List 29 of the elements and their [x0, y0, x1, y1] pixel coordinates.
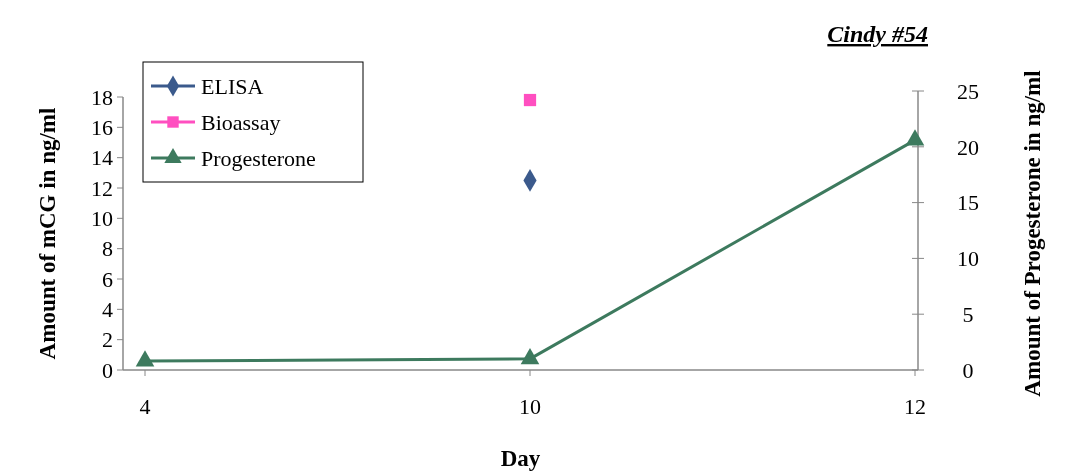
point	[905, 129, 925, 146]
y2-tick-label: 0	[962, 357, 974, 383]
y2-tick-label: 20	[957, 134, 979, 160]
y2-axis-title: Amount of Progesterone in ng/ml	[1020, 70, 1045, 397]
y2-tick-label: 25	[957, 78, 979, 104]
y-tick-label: 16	[91, 115, 113, 141]
legend-label: Bioassay	[201, 109, 281, 135]
x-tick-label: 10	[519, 394, 541, 419]
y-tick-label: 6	[102, 266, 113, 292]
point	[135, 350, 155, 367]
y-tick-label: 10	[91, 206, 113, 232]
y-tick-label: 8	[102, 236, 113, 262]
legend-label: Progesterone	[201, 145, 316, 171]
x-tick-label: 4	[139, 394, 151, 419]
chart-title: Cindy #54	[827, 21, 928, 47]
y-tick-label: 18	[91, 84, 113, 110]
y2-tick-label: 15	[957, 190, 979, 216]
y-tick-label: 14	[91, 145, 113, 171]
y2-tick-label: 5	[962, 301, 974, 327]
y-axis-title: Amount of mCG in ng/ml	[35, 107, 60, 360]
y2-tick-label: 10	[957, 246, 979, 272]
x-tick-label: 12	[904, 394, 926, 419]
point	[520, 348, 540, 365]
legend-label: ELISA	[201, 73, 264, 99]
y-tick-label: 12	[91, 175, 113, 201]
x-axis-title: Day	[500, 446, 541, 471]
y-tick-label: 2	[102, 327, 113, 353]
y-tick-label: 0	[102, 357, 113, 383]
y-tick-label: 4	[102, 297, 113, 323]
